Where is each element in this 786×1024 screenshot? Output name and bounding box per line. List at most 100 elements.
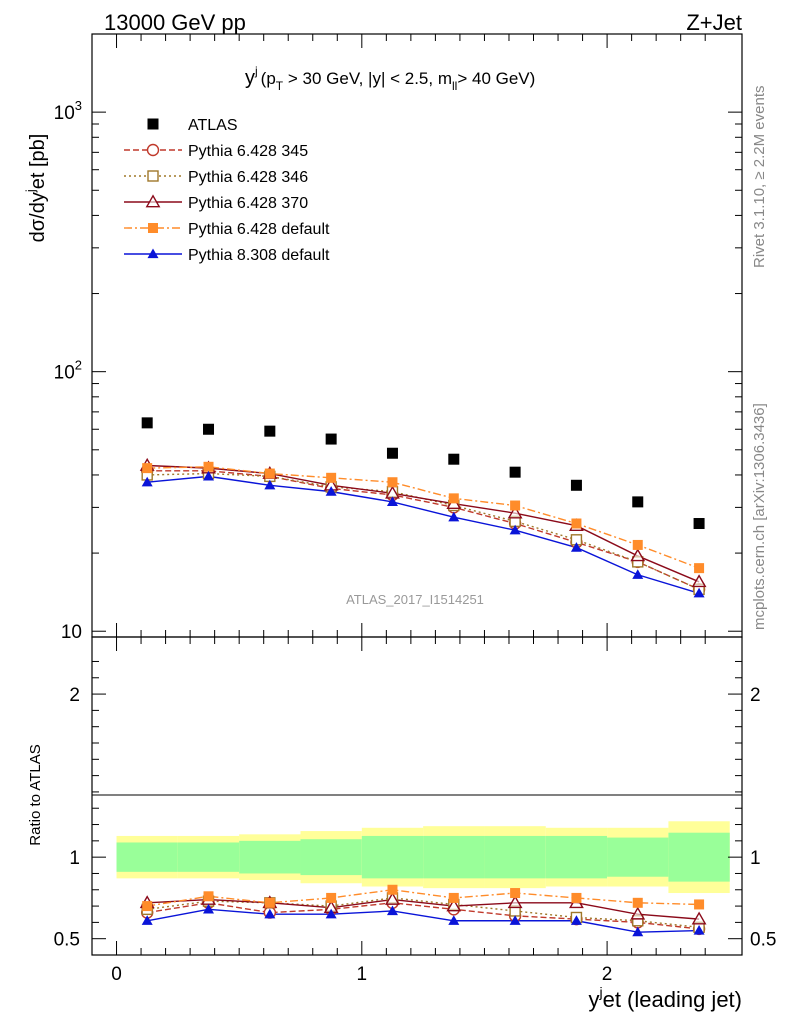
ratio-point-py6def bbox=[203, 891, 214, 902]
ratio-xtick-label: 0 bbox=[111, 964, 122, 985]
band-inner bbox=[484, 835, 546, 879]
ratio-point-py6def bbox=[694, 899, 705, 910]
ratio-ytick-label-right: 2 bbox=[750, 685, 761, 706]
ratio-point-py8def bbox=[325, 908, 337, 919]
legend-marker-py346 bbox=[147, 170, 159, 182]
point-py6def bbox=[510, 500, 521, 511]
ratio-curve-py8def bbox=[147, 908, 700, 933]
title-j: j bbox=[254, 64, 258, 78]
ratio-point-py6def bbox=[142, 901, 153, 912]
point-atlas bbox=[632, 496, 644, 508]
point-atlas bbox=[570, 479, 582, 491]
main-points bbox=[139, 417, 707, 598]
main-ylabel: dσ/dyjet [pb] bbox=[23, 134, 49, 243]
band-inner bbox=[423, 835, 485, 879]
ratio-ylabel: Ratio to ATLAS bbox=[27, 744, 44, 845]
band-inner bbox=[361, 835, 424, 879]
ratio-ytick-label-left: 2 bbox=[69, 685, 80, 706]
curve-py370 bbox=[147, 464, 700, 583]
point-py6def bbox=[448, 493, 459, 504]
curve-py6def bbox=[147, 466, 700, 569]
band-inner bbox=[116, 842, 178, 872]
header-left: 13000 GeV pp bbox=[104, 10, 246, 35]
point-py8def bbox=[632, 569, 644, 579]
ratio-ytick-label-left: 1 bbox=[69, 848, 80, 869]
header-right: Z+Jet bbox=[686, 10, 742, 35]
ratio-point-py6def bbox=[326, 892, 337, 903]
point-atlas bbox=[325, 433, 337, 445]
main-ytick-exp: 2 bbox=[75, 358, 82, 373]
ratio-point-py6def bbox=[448, 892, 459, 903]
ratio-point-py8def bbox=[141, 915, 153, 925]
mcplots-label: mcplots.cern.ch [arXiv:1306.3436] bbox=[751, 403, 768, 630]
ratio-point-py8def bbox=[509, 915, 521, 925]
point-atlas bbox=[509, 466, 521, 478]
main-ytick-label: 10 bbox=[61, 622, 82, 643]
ratio-point-py6def bbox=[632, 897, 643, 908]
legend-marker-py6def bbox=[148, 223, 158, 233]
title-ll: ll bbox=[452, 79, 457, 93]
point-py6def bbox=[264, 468, 275, 479]
main-ytick-base: 10 bbox=[54, 363, 75, 384]
legend-label-py370: Pythia 6.428 370 bbox=[188, 195, 308, 212]
point-py8def bbox=[693, 587, 705, 598]
ratio-point-py6def bbox=[510, 888, 521, 899]
ratio-point-py370 bbox=[630, 906, 646, 920]
ratio-point-py8def bbox=[448, 915, 460, 925]
point-atlas bbox=[141, 417, 153, 429]
legend-marker-py345 bbox=[146, 143, 160, 157]
point-atlas bbox=[203, 423, 215, 435]
legend-label-py8def: Pythia 8.308 default bbox=[188, 247, 330, 264]
ratio-curve-py6def bbox=[147, 889, 700, 907]
band-inner bbox=[545, 835, 608, 879]
band-inner bbox=[300, 839, 362, 876]
point-py6def bbox=[387, 477, 398, 488]
point-py6def bbox=[142, 463, 153, 474]
title-y: y bbox=[245, 67, 255, 89]
point-py6def bbox=[694, 563, 705, 574]
ratio-bands bbox=[116, 821, 730, 894]
ratio-frame bbox=[91, 636, 743, 956]
main-curves bbox=[147, 464, 700, 594]
ratio-point-py370 bbox=[507, 895, 523, 909]
point-py8def bbox=[203, 470, 215, 481]
legend-marker-py370 bbox=[145, 194, 161, 208]
ratio-point-py6def bbox=[264, 897, 275, 908]
point-py8def bbox=[448, 511, 460, 522]
ylabel-j: j bbox=[23, 189, 38, 193]
title-mid: > 30 GeV, |y| < 2.5, m bbox=[283, 69, 452, 88]
xlabel-y: y bbox=[588, 987, 599, 1012]
point-py8def bbox=[264, 479, 276, 490]
title-pre: (p bbox=[261, 69, 276, 88]
point-py8def bbox=[386, 496, 398, 507]
ratio-ytick-label-left: 0.5 bbox=[54, 930, 80, 951]
point-py8def bbox=[570, 542, 582, 552]
point-atlas bbox=[693, 518, 705, 530]
ratio-point-py8def bbox=[203, 903, 215, 914]
ratio-xtick-label: 1 bbox=[357, 964, 368, 985]
legend-label-py6def: Pythia 6.428 default bbox=[188, 221, 330, 238]
point-py6def bbox=[203, 461, 214, 472]
title-T: T bbox=[276, 79, 284, 93]
ylabel-a: dσ/dy bbox=[27, 192, 49, 242]
ratio-ytick-label-right: 0.5 bbox=[750, 930, 776, 951]
curve-py345 bbox=[147, 470, 700, 590]
ratio-point-py8def bbox=[386, 905, 398, 916]
point-atlas bbox=[448, 453, 460, 465]
legend-marker-atlas bbox=[147, 118, 159, 130]
point-py370 bbox=[691, 574, 707, 588]
ylabel-b: et [pb] bbox=[27, 134, 49, 190]
ratio-point-py8def bbox=[693, 925, 705, 935]
ratio-point-py8def bbox=[264, 908, 276, 919]
chart-title: yj (pT > 30 GeV, |y| < 2.5, mll> 40 GeV) bbox=[245, 64, 535, 93]
ratio-point-py8def bbox=[632, 926, 644, 937]
point-atlas bbox=[386, 447, 398, 459]
band-inner bbox=[668, 832, 730, 882]
xlabel-j: j bbox=[598, 984, 602, 1000]
point-py6def bbox=[571, 518, 582, 529]
ratio-point-py6def bbox=[571, 892, 582, 903]
band-inner bbox=[177, 842, 240, 872]
curve-py8def bbox=[147, 475, 700, 594]
